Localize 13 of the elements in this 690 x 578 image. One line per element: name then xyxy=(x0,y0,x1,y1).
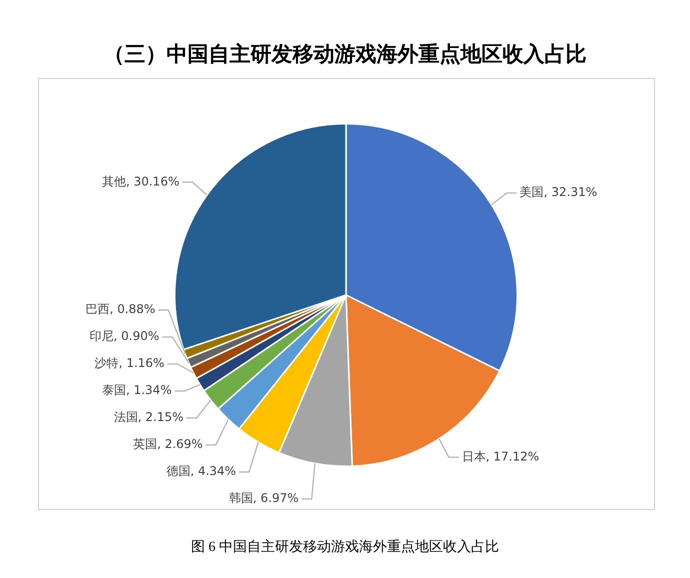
slice-label: 法国, 2.15% xyxy=(114,410,184,424)
caption: 图 6 中国自主研发移动游戏海外重点地区收入占比 xyxy=(190,538,500,556)
chart-title: （三）中国自主研发移动游戏海外重点地区收入占比 xyxy=(102,41,588,68)
slice-label: 巴西, 0.88% xyxy=(86,302,156,316)
slice-label: 泰国, 1.34% xyxy=(102,383,172,398)
slice-label: 英国, 2.69% xyxy=(133,437,203,452)
slice-label: 韩国, 6.97% xyxy=(228,491,299,506)
slice-label: 印尼, 0.90% xyxy=(89,329,160,344)
slice-label: 其他, 30.16% xyxy=(102,174,180,188)
slice-label: 沙特, 1.16% xyxy=(94,356,164,370)
slice-label: 日本, 17.12% xyxy=(462,449,540,464)
slice-label: 美国, 32.31% xyxy=(520,185,598,200)
slice-label: 德国, 4.34% xyxy=(166,464,236,478)
